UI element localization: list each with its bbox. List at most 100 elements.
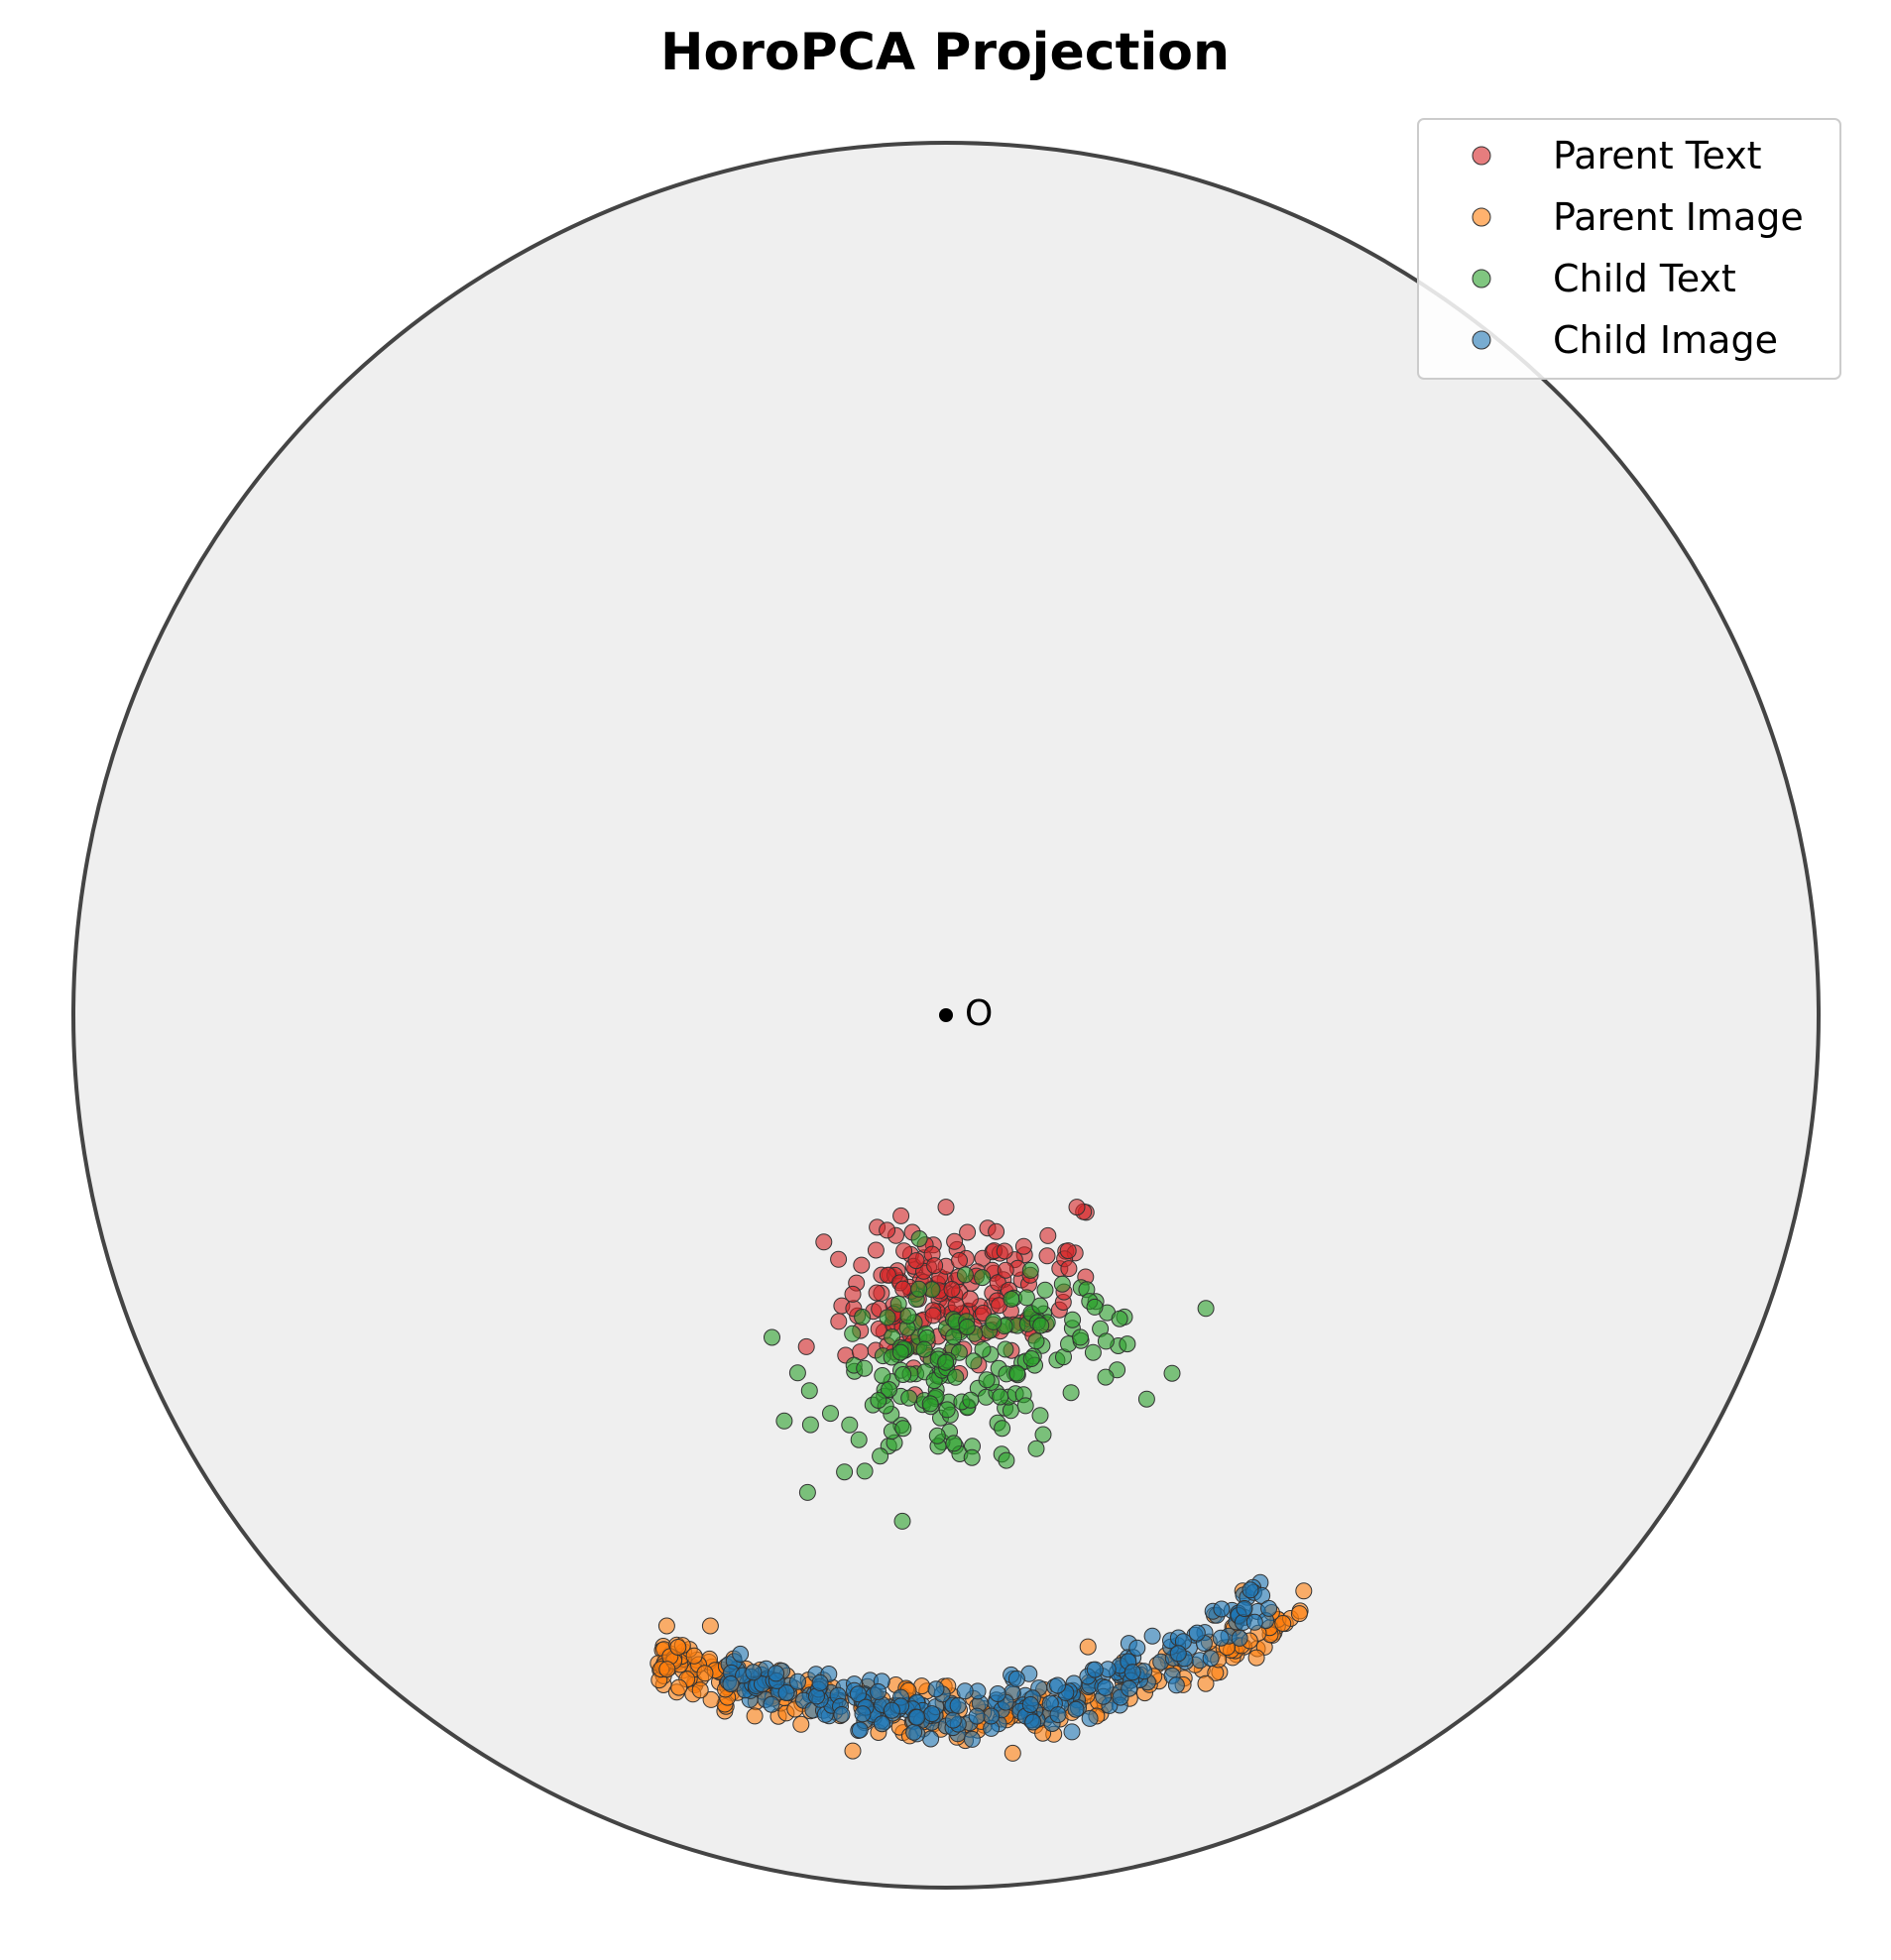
- child-image-point: [963, 1730, 981, 1748]
- child-text-point: [1031, 1407, 1049, 1425]
- parent-text-point: [853, 1256, 871, 1274]
- child-image-point: [1245, 1613, 1263, 1631]
- child-image-point: [1167, 1676, 1185, 1694]
- parent-text-point: [1068, 1199, 1086, 1216]
- child-text-point: [788, 1364, 806, 1382]
- child-image-point: [1123, 1664, 1141, 1681]
- parent-image-point: [1247, 1649, 1265, 1667]
- child-text-point: [921, 1395, 939, 1413]
- child-image-point: [1063, 1723, 1081, 1741]
- child-text-point: [894, 1420, 912, 1438]
- child-image-point: [1021, 1696, 1039, 1713]
- child-text-point: [899, 1307, 917, 1325]
- child-text-point: [992, 1388, 1009, 1406]
- legend-marker-parent-text: [1472, 146, 1491, 166]
- parent-text-point: [844, 1285, 862, 1303]
- parent-text-point: [797, 1337, 815, 1355]
- child-text-point: [962, 1391, 980, 1409]
- child-text-point: [1027, 1332, 1045, 1350]
- child-image-point: [949, 1696, 967, 1714]
- child-text-point: [1197, 1300, 1215, 1318]
- child-text-point: [997, 1340, 1014, 1358]
- child-text-point: [963, 1448, 981, 1466]
- legend-label-child-image: Child Image: [1553, 318, 1778, 362]
- child-text-point: [856, 1359, 874, 1377]
- parent-image-point: [844, 1742, 862, 1760]
- child-image-point: [968, 1707, 986, 1725]
- parent-image-point: [701, 1617, 719, 1635]
- child-text-point: [1008, 1364, 1026, 1382]
- legend-label-parent-image: Parent Image: [1553, 195, 1804, 239]
- child-text-point: [956, 1266, 974, 1284]
- legend-label-child-text: Child Text: [1553, 257, 1736, 300]
- child-image-point: [1231, 1629, 1248, 1647]
- parent-image-point: [658, 1661, 676, 1678]
- parent-image-point: [685, 1647, 703, 1665]
- child-text-point: [978, 1371, 996, 1389]
- child-image-point: [1024, 1713, 1042, 1731]
- child-text-point: [974, 1340, 992, 1358]
- child-image-point: [1213, 1600, 1231, 1618]
- child-text-point: [1021, 1261, 1039, 1279]
- legend-marker-parent-image: [1472, 207, 1491, 227]
- parent-text-point: [947, 1297, 965, 1314]
- child-text-point: [881, 1381, 897, 1399]
- child-image-point: [745, 1664, 763, 1681]
- child-image-point: [811, 1673, 829, 1691]
- parent-text-point: [961, 1290, 979, 1308]
- child-text-point: [894, 1366, 912, 1383]
- child-image-point: [732, 1645, 750, 1663]
- child-text-point: [915, 1340, 933, 1358]
- child-image-point: [870, 1682, 887, 1700]
- parent-text-point: [937, 1199, 955, 1216]
- child-text-point: [1097, 1332, 1115, 1350]
- parent-text-point: [988, 1222, 1005, 1240]
- parent-text-point: [879, 1266, 896, 1284]
- child-image-point: [989, 1685, 1006, 1702]
- parent-image-point: [669, 1639, 687, 1656]
- child-image-point: [722, 1675, 740, 1692]
- child-text-point: [994, 1420, 1011, 1438]
- chart-title: HoroPCA Projection: [660, 23, 1230, 82]
- child-image-point: [1049, 1676, 1066, 1694]
- child-text-point: [1053, 1275, 1071, 1293]
- legend-label-parent-text: Parent Text: [1553, 134, 1762, 177]
- child-text-point: [1111, 1310, 1128, 1327]
- parent-text-point: [924, 1307, 942, 1325]
- child-text-point: [937, 1353, 955, 1371]
- child-text-point: [900, 1389, 918, 1407]
- child-image-point: [833, 1706, 851, 1723]
- child-image-point: [763, 1695, 780, 1713]
- parent-image-point: [1274, 1615, 1292, 1632]
- parent-text-point: [1039, 1226, 1057, 1244]
- child-text-point: [1086, 1298, 1104, 1316]
- child-text-point: [775, 1412, 793, 1430]
- parent-text-point: [830, 1250, 848, 1268]
- child-image-point: [1067, 1700, 1085, 1718]
- child-text-point: [1062, 1384, 1080, 1402]
- child-image-point: [1169, 1645, 1187, 1663]
- child-text-point: [938, 1401, 956, 1419]
- child-text-point: [798, 1483, 816, 1501]
- parent-text-point: [879, 1221, 896, 1239]
- child-text-point: [998, 1451, 1015, 1469]
- child-text-point: [870, 1392, 887, 1409]
- parent-text-point: [997, 1261, 1014, 1279]
- child-text-point: [1097, 1368, 1115, 1386]
- points-layer: [650, 1199, 1313, 1762]
- child-text-point: [1016, 1397, 1034, 1415]
- parent-image-point: [696, 1665, 714, 1682]
- child-image-point: [1086, 1661, 1104, 1678]
- child-text-point: [1031, 1297, 1049, 1315]
- child-image-point: [1097, 1678, 1115, 1696]
- child-text-point: [945, 1327, 963, 1345]
- child-text-point: [891, 1343, 909, 1361]
- parent-text-point: [1059, 1242, 1077, 1260]
- child-image-point: [1241, 1581, 1259, 1599]
- child-image-point: [1049, 1706, 1067, 1724]
- parent-text-point: [946, 1232, 964, 1250]
- child-image-point: [1121, 1679, 1138, 1697]
- parent-image-point: [702, 1690, 720, 1708]
- parent-text-point: [1038, 1247, 1056, 1265]
- child-image-point: [1007, 1670, 1025, 1687]
